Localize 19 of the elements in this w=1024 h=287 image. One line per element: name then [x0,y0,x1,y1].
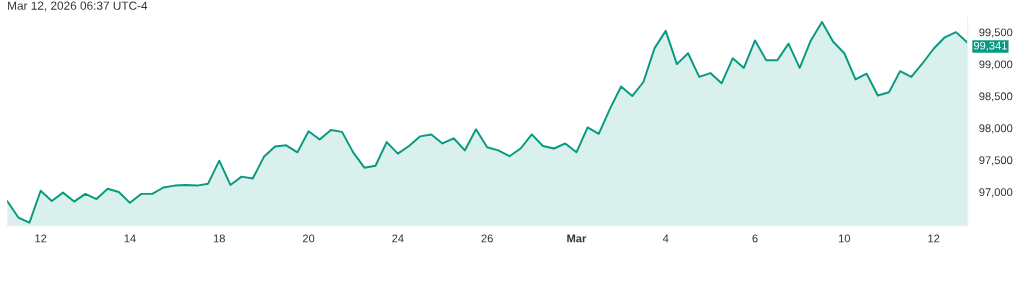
x-tick-label: 14 [124,234,136,243]
x-tick-label: 26 [481,234,493,243]
y-tick-label: 98,500 [979,92,1013,102]
x-tick-label: 10 [839,234,851,243]
chart-title: Mar 12, 2026 06:37 UTC-4 [8,1,148,12]
x-tick-label: 12 [35,234,47,243]
x-tick-label: Mar [567,234,587,243]
x-tick-label: 18 [213,234,225,243]
x-tick-label: 12 [928,234,940,243]
y-tick-label: 97,500 [979,156,1013,166]
x-tick-label: 24 [392,234,404,243]
x-tick-label: 4 [662,234,669,243]
text: 99,341 [973,41,1007,51]
y-tick-label: 99,000 [979,60,1013,70]
x-tick-label: 6 [752,234,758,243]
y-tick-label: 99,500 [979,28,1013,38]
y-tick-label: 98,000 [979,124,1013,134]
y-tick-label: 97,000 [979,188,1013,198]
x-tick-label: 20 [302,234,315,243]
